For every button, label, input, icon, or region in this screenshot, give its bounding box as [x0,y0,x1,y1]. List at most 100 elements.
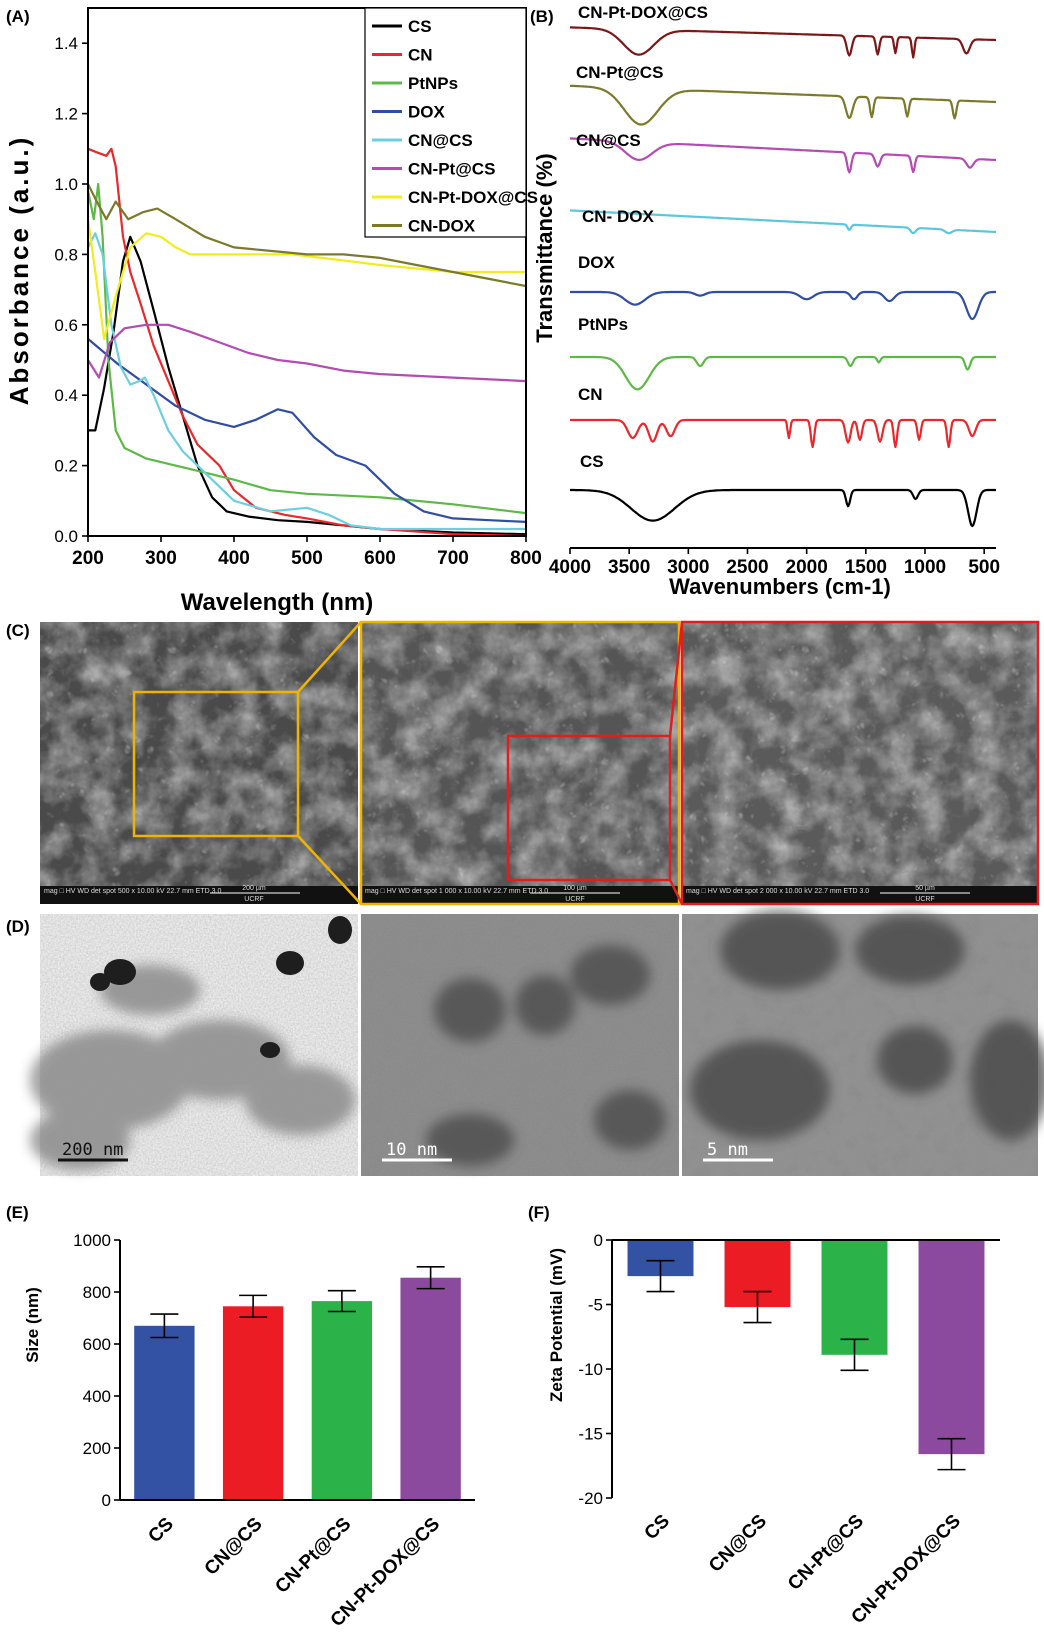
uv-vis-y-tick: 1.0 [54,175,78,194]
e-x-tick: CS [144,1514,178,1548]
panel-label-a: (A) [6,7,30,26]
uv-vis-y-tick: 0.4 [54,386,78,405]
e-x-tick: CN-Pt@CS [271,1514,355,1598]
sem-1000x-image: mag □ HV WD det spot 1 000 x 10.00 kV 22… [359,620,681,906]
uv-vis-x-tick: 800 [510,548,542,569]
uv-vis-x-tick: 600 [364,548,396,569]
uv-vis-x-tick: 300 [145,548,177,569]
sem-zoom-box-yellow [132,690,300,838]
e-y-tick: 400 [83,1387,111,1406]
sem-panel: (C) mag □ HV WD det spot 500 x 10.00 kV … [6,620,1040,906]
legend-entry: CN-Pt-DOX@CS [408,188,538,207]
uv-vis-y-axis-title: Absorbance (a.u.) [4,135,34,406]
legend-entry: CN-DOX [408,217,476,236]
sem-1000x-scale: 100 µm [563,885,587,892]
ftir-series-label: DOX [578,253,616,272]
uv-vis-y-tick: 0.6 [54,316,78,335]
ftir-series-label: CN-Pt@CS [576,63,663,82]
zeta-bar-chart: (F) CS CN@CS CN-Pt@CSCN-Pt-DOX@CS0-5-10-15… [528,1203,1000,1628]
uv-vis-x-tick: 400 [218,548,250,569]
ftir-y-axis-title: Transmittance (%) [532,153,557,343]
f-y-tick: 0 [594,1231,603,1250]
ftir-series-label: CS [580,452,604,471]
f-x-tick: CN-Pt@CS [784,1511,868,1595]
e-bar-0 [134,1325,195,1500]
ftir-series-label: CN- DOX [582,207,654,226]
ftir-x-tick: 3000 [667,557,709,578]
sem-zoom-box-red [506,734,672,882]
panel-label-c: (C) [6,621,30,640]
uv-vis-y-tick: 0.0 [54,527,78,546]
panel-label-f: (F) [528,1203,550,1222]
ftir-series-4 [570,290,996,321]
ftir-series-6 [570,418,996,449]
ftir-series-3 [569,209,997,235]
ftir-x-tick: 4000 [549,557,591,578]
uv-vis-series-5 [87,323,527,383]
uv-vis-x-axis-title: Wavelength (nm) [181,589,373,616]
sem-1000x-lab: UCRF [565,896,584,903]
size-y-axis-title: Size (nm) [23,1287,42,1363]
ftir-x-tick: 500 [968,557,1000,578]
ftir-series-2 [569,137,997,174]
e-bar-1 [222,1306,284,1500]
legend-entry: CN [408,46,433,65]
panel-label-d: (D) [6,917,30,936]
ftir-series-1 [569,84,996,126]
f-bar-3 [918,1240,985,1455]
f-y-tick: -10 [578,1360,603,1379]
f-bar-2 [821,1240,888,1355]
sem-500x-scale: 200 µm [242,885,266,892]
e-y-tick: 200 [83,1439,111,1458]
ftir-x-tick: 1500 [845,557,887,578]
uv-vis-series-3 [87,338,527,523]
uv-vis-x-tick: 500 [291,548,323,569]
uv-vis-x-tick: 200 [72,548,104,569]
sem-2000x-image: mag □ HV WD det spot 2 000 x 10.00 kV 22… [680,620,1040,906]
sem-2000x-meta: mag □ HV WD det spot 2 000 x 10.00 kV 22… [686,888,869,895]
f-x-tick: CN@CS [705,1511,771,1577]
size-bar-chart: (E) CS CN@CS CN-Pt@CSCN-Pt-DOX@CS020040060… [6,1203,475,1631]
panel-label-b: (B) [530,7,554,26]
e-y-tick: 600 [83,1335,111,1354]
sem-500x-meta: mag □ HV WD det spot 500 x 10.00 kV 22.7… [44,888,221,895]
sem-500x-lab: UCRF [244,896,263,903]
ftir-series-0 [570,26,996,59]
uv-vis-legend: CS CN PtNPs DOX CN@CS CN-Pt@CS CN-Pt-DOX@CS CN-… [364,7,538,238]
uv-vis-y-tick: 1.4 [54,34,78,53]
f-y-tick: -15 [578,1425,603,1444]
sem-2000x-lab: UCRF [915,896,934,903]
tem-high-scale: 5 nm [707,1140,748,1160]
ftir-series-label: CN@CS [576,131,641,150]
tem-high-image: 5 nm [682,910,1044,1176]
sem-500x-image: mag □ HV WD det spot 500 x 10.00 kV 22.7… [40,622,358,904]
sem-2000x-scale: 50 µm [915,885,935,892]
uv-vis-chart: (A) 200 300 400 500 600 700 800 0.0 0.2 0.4 0.6 0.8… [4,7,542,616]
e-y-tick: 0 [102,1491,111,1510]
ftir-series-label: CN [578,385,603,404]
tem-low-scale: 200 nm [62,1140,123,1160]
ftir-series-7 [570,488,996,528]
uv-vis-y-tick: 1.2 [54,105,78,124]
legend-entry: PtNPs [408,74,458,93]
legend-entry: CN-Pt@CS [408,160,495,179]
ftir-series-label: PtNPs [578,315,628,334]
uv-vis-y-tick: 0.8 [54,245,78,264]
ftir-x-tick: 2000 [786,557,828,578]
legend-entry: CN@CS [408,131,473,150]
e-bar-3 [400,1277,461,1500]
tem-mid-image: 10 nm [361,914,679,1176]
ftir-chart: (B) 4000 3500 3000 2500 2000 1500 1000 500 CN-P… [530,3,1000,599]
f-x-tick: CS [641,1511,675,1545]
e-x-tick: CN@CS [201,1514,267,1580]
ftir-x-tick: 3500 [608,557,650,578]
sem-1000x-meta: mag □ HV WD det spot 1 000 x 10.00 kV 22… [365,888,548,895]
ftir-series-label: CN-Pt-DOX@CS [578,3,708,22]
uv-vis-series-6 [86,219,526,340]
f-y-tick: -20 [578,1489,603,1508]
uv-vis-y-tick: 0.2 [54,457,78,476]
zeta-y-axis-title: Zeta Potential (mV) [547,1248,566,1402]
e-y-tick: 800 [83,1283,111,1302]
uv-vis-x-tick: 700 [437,548,469,569]
